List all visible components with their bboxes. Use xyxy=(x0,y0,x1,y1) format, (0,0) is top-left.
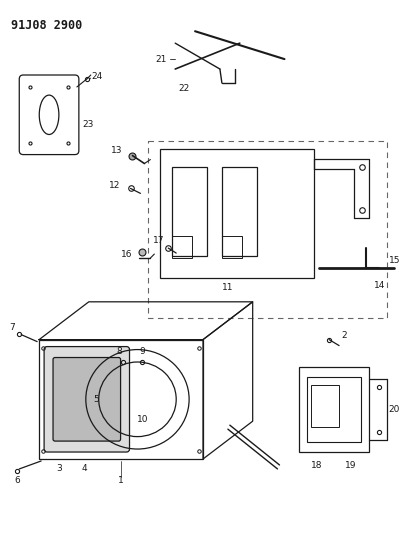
Bar xyxy=(222,166,257,256)
Text: 24: 24 xyxy=(92,72,103,82)
Text: 20: 20 xyxy=(389,405,400,414)
Text: 13: 13 xyxy=(111,146,122,155)
Text: 5: 5 xyxy=(94,395,99,404)
Bar xyxy=(307,377,361,442)
Text: 91J08 2900: 91J08 2900 xyxy=(11,19,82,33)
Bar xyxy=(222,236,242,258)
Text: 22: 22 xyxy=(178,84,190,93)
Text: 12: 12 xyxy=(109,181,120,190)
Text: 2: 2 xyxy=(341,331,347,340)
Text: 14: 14 xyxy=(374,281,385,290)
Text: 16: 16 xyxy=(121,249,132,259)
Text: 18: 18 xyxy=(311,462,322,471)
Text: 15: 15 xyxy=(389,255,400,264)
Text: 8: 8 xyxy=(117,347,122,356)
Text: 6: 6 xyxy=(14,477,20,486)
Text: 19: 19 xyxy=(345,462,357,471)
Text: 3: 3 xyxy=(56,464,62,473)
Bar xyxy=(172,166,207,256)
Bar xyxy=(160,149,314,278)
Text: 4: 4 xyxy=(82,464,88,473)
Text: 11: 11 xyxy=(222,284,233,293)
FancyBboxPatch shape xyxy=(53,358,121,441)
Bar xyxy=(148,141,387,318)
Text: 21: 21 xyxy=(155,54,167,63)
Bar xyxy=(300,367,369,452)
Bar xyxy=(311,385,339,427)
Text: 9: 9 xyxy=(140,347,145,356)
Text: 17: 17 xyxy=(153,236,165,245)
Bar xyxy=(172,236,192,258)
Text: 1: 1 xyxy=(118,477,124,486)
Text: 23: 23 xyxy=(83,120,94,129)
Bar xyxy=(39,340,203,459)
Text: 10: 10 xyxy=(137,415,148,424)
Text: 7: 7 xyxy=(9,323,15,332)
FancyBboxPatch shape xyxy=(44,346,129,452)
